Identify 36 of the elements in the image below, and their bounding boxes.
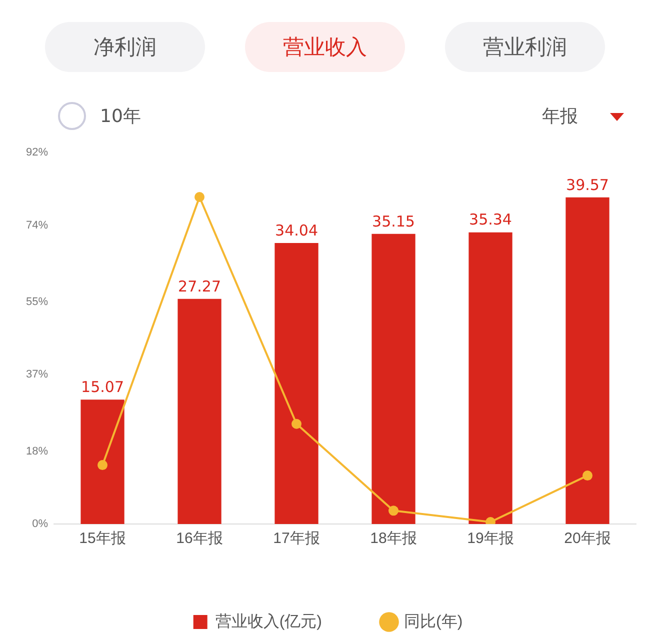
data-label: 15.07 (81, 378, 124, 396)
bar (566, 197, 610, 524)
bar (274, 243, 318, 524)
x-tick-label: 18年报 (370, 530, 417, 548)
legend-label: 营业收入(亿元) (215, 612, 322, 630)
bar (80, 400, 124, 524)
y-tick-label: 55% (26, 296, 48, 308)
bar (178, 298, 222, 524)
text: 营业利润 (445, 22, 605, 72)
point (582, 470, 592, 481)
y-tick-label: 0% (32, 518, 48, 530)
text: 净利润 (45, 22, 205, 72)
x-tick-label: 17年报 (273, 530, 320, 548)
x-tick-label: 20年报 (564, 530, 611, 548)
data-label: 35.34 (469, 210, 512, 229)
x-tick-label: 15年报 (79, 530, 126, 548)
text: 年报 (542, 105, 578, 128)
text: 营业收入 (245, 22, 405, 72)
point (292, 418, 302, 429)
data-label: 39.57 (566, 176, 609, 194)
point (98, 460, 108, 470)
point (194, 192, 205, 202)
point (388, 506, 399, 516)
y-tick-label: 37% (26, 368, 48, 381)
legend-label: 同比(年) (404, 612, 463, 630)
data-label: 35.15 (372, 212, 415, 230)
data-label: 27.27 (178, 277, 221, 296)
bar (372, 234, 416, 524)
y-tick-label: 92% (26, 146, 48, 159)
x-tick-label: 16年报 (176, 530, 223, 548)
text: 10年 (100, 105, 141, 128)
x-tick-label: 19年报 (467, 530, 514, 548)
y-tick-label: 18% (26, 445, 48, 458)
data-label: 34.04 (275, 221, 318, 240)
bar (468, 232, 512, 524)
y-tick-label: 74% (26, 219, 48, 232)
